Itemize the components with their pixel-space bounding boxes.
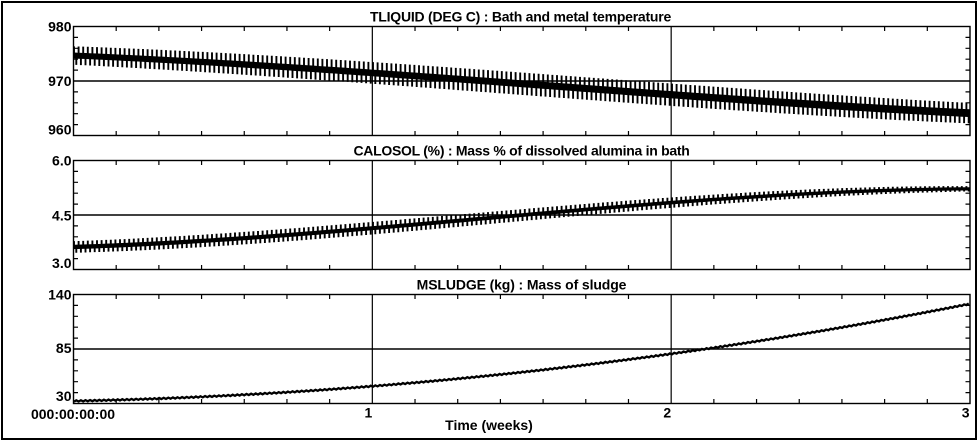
svg-text:6.0: 6.0: [52, 152, 72, 168]
svg-text:4.5: 4.5: [52, 207, 72, 223]
svg-text:CALOSOL (%) : Mass % of dissol: CALOSOL (%) : Mass % of dissolved alumin…: [353, 143, 689, 159]
svg-text:85: 85: [56, 340, 72, 356]
svg-text:30: 30: [56, 388, 72, 404]
svg-text:970: 970: [48, 73, 72, 89]
svg-text:TLIQUID (DEG C) : Bath and met: TLIQUID (DEG C) : Bath and metal tempera…: [370, 9, 671, 25]
svg-text:000:00:00:00: 000:00:00:00: [31, 406, 115, 422]
svg-text:2: 2: [663, 404, 671, 420]
svg-text:980: 980: [48, 18, 72, 34]
svg-text:MSLUDGE (kg) : Mass of sludge: MSLUDGE (kg) : Mass of sludge: [417, 277, 627, 293]
svg-text:3.0: 3.0: [52, 255, 72, 271]
svg-text:Time (weeks): Time (weeks): [445, 417, 533, 433]
svg-text:3: 3: [962, 404, 970, 420]
svg-text:960: 960: [48, 121, 72, 137]
svg-text:140: 140: [48, 287, 72, 303]
svg-text:1: 1: [365, 404, 373, 420]
